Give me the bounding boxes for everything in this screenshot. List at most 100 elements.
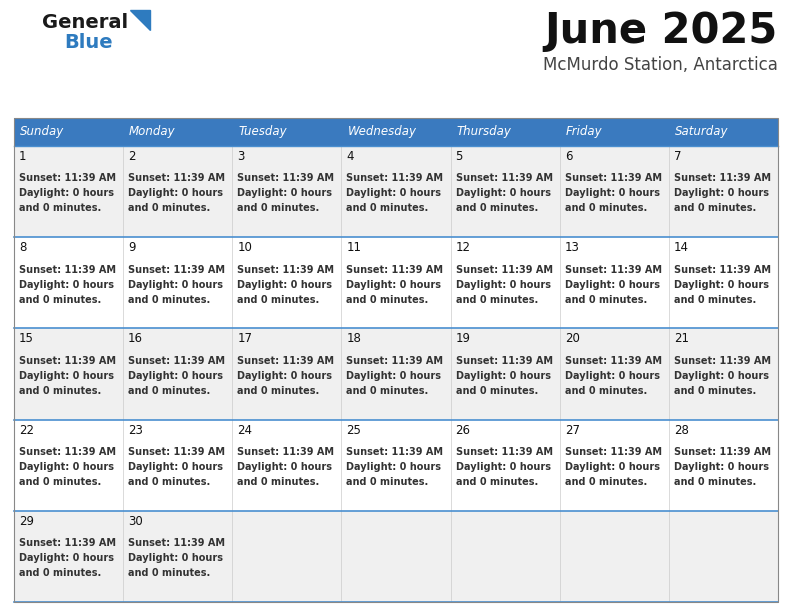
Text: Monday: Monday <box>129 125 176 138</box>
Text: Daylight: 0 hours: Daylight: 0 hours <box>565 188 660 198</box>
Text: Sunset: 11:39 AM: Sunset: 11:39 AM <box>238 447 334 457</box>
Text: Daylight: 0 hours: Daylight: 0 hours <box>346 462 441 472</box>
Text: and 0 minutes.: and 0 minutes. <box>565 477 647 487</box>
Text: General: General <box>42 13 128 32</box>
Text: and 0 minutes.: and 0 minutes. <box>455 386 538 396</box>
Text: and 0 minutes.: and 0 minutes. <box>455 477 538 487</box>
Bar <box>123 420 232 511</box>
Bar <box>341 237 451 329</box>
Text: Sunset: 11:39 AM: Sunset: 11:39 AM <box>19 447 116 457</box>
Bar <box>451 329 560 420</box>
Bar <box>232 420 341 511</box>
Text: Blue: Blue <box>64 33 112 52</box>
Text: Tuesday: Tuesday <box>238 125 287 138</box>
Text: Saturday: Saturday <box>675 125 729 138</box>
Text: Friday: Friday <box>565 125 603 138</box>
Bar <box>560 146 669 237</box>
Text: and 0 minutes.: and 0 minutes. <box>346 477 428 487</box>
Text: Sunset: 11:39 AM: Sunset: 11:39 AM <box>128 173 225 184</box>
Text: Daylight: 0 hours: Daylight: 0 hours <box>19 280 114 289</box>
Text: and 0 minutes.: and 0 minutes. <box>238 386 319 396</box>
Text: Daylight: 0 hours: Daylight: 0 hours <box>238 188 333 198</box>
Text: and 0 minutes.: and 0 minutes. <box>128 203 211 214</box>
Text: and 0 minutes.: and 0 minutes. <box>19 294 101 305</box>
Text: 11: 11 <box>346 241 361 254</box>
Bar <box>232 511 341 602</box>
Text: Daylight: 0 hours: Daylight: 0 hours <box>346 280 441 289</box>
Text: Daylight: 0 hours: Daylight: 0 hours <box>128 280 223 289</box>
Bar <box>232 146 341 237</box>
Text: Daylight: 0 hours: Daylight: 0 hours <box>455 188 550 198</box>
Text: and 0 minutes.: and 0 minutes. <box>565 294 647 305</box>
Text: Sunset: 11:39 AM: Sunset: 11:39 AM <box>128 538 225 548</box>
Text: 2: 2 <box>128 150 135 163</box>
Text: Daylight: 0 hours: Daylight: 0 hours <box>128 462 223 472</box>
Text: 9: 9 <box>128 241 135 254</box>
Bar <box>14 118 778 602</box>
Text: Daylight: 0 hours: Daylight: 0 hours <box>238 371 333 381</box>
Text: Sunset: 11:39 AM: Sunset: 11:39 AM <box>455 264 553 275</box>
Text: Sunset: 11:39 AM: Sunset: 11:39 AM <box>565 173 661 184</box>
Text: 16: 16 <box>128 332 143 345</box>
Text: Sunset: 11:39 AM: Sunset: 11:39 AM <box>674 173 771 184</box>
Text: Daylight: 0 hours: Daylight: 0 hours <box>565 462 660 472</box>
Text: 20: 20 <box>565 332 580 345</box>
Text: and 0 minutes.: and 0 minutes. <box>346 386 428 396</box>
Text: and 0 minutes.: and 0 minutes. <box>128 477 211 487</box>
Bar <box>14 420 123 511</box>
Text: and 0 minutes.: and 0 minutes. <box>128 294 211 305</box>
Text: Thursday: Thursday <box>456 125 512 138</box>
Text: Sunset: 11:39 AM: Sunset: 11:39 AM <box>346 173 444 184</box>
Text: Daylight: 0 hours: Daylight: 0 hours <box>346 188 441 198</box>
Bar <box>14 511 123 602</box>
Text: and 0 minutes.: and 0 minutes. <box>565 386 647 396</box>
Bar <box>341 329 451 420</box>
Text: and 0 minutes.: and 0 minutes. <box>674 203 756 214</box>
Text: and 0 minutes.: and 0 minutes. <box>128 569 211 578</box>
Text: Sunset: 11:39 AM: Sunset: 11:39 AM <box>346 447 444 457</box>
Text: Daylight: 0 hours: Daylight: 0 hours <box>128 371 223 381</box>
Text: Daylight: 0 hours: Daylight: 0 hours <box>455 280 550 289</box>
Text: Daylight: 0 hours: Daylight: 0 hours <box>565 280 660 289</box>
Bar <box>669 329 778 420</box>
Text: Wednesday: Wednesday <box>348 125 417 138</box>
Bar <box>451 511 560 602</box>
Text: Daylight: 0 hours: Daylight: 0 hours <box>565 371 660 381</box>
Text: Daylight: 0 hours: Daylight: 0 hours <box>19 553 114 563</box>
Polygon shape <box>130 10 150 30</box>
Bar <box>123 146 232 237</box>
Text: and 0 minutes.: and 0 minutes. <box>238 203 319 214</box>
Text: Daylight: 0 hours: Daylight: 0 hours <box>238 280 333 289</box>
Bar <box>560 329 669 420</box>
Text: Daylight: 0 hours: Daylight: 0 hours <box>128 188 223 198</box>
Text: 15: 15 <box>19 332 34 345</box>
Text: 24: 24 <box>238 424 253 436</box>
Text: June 2025: June 2025 <box>545 10 778 52</box>
Text: Daylight: 0 hours: Daylight: 0 hours <box>128 553 223 563</box>
Bar <box>560 420 669 511</box>
Bar <box>669 420 778 511</box>
Text: Sunset: 11:39 AM: Sunset: 11:39 AM <box>455 356 553 366</box>
Text: Sunset: 11:39 AM: Sunset: 11:39 AM <box>455 173 553 184</box>
Text: Sunset: 11:39 AM: Sunset: 11:39 AM <box>19 264 116 275</box>
Bar <box>123 329 232 420</box>
Bar <box>14 118 778 146</box>
Text: Daylight: 0 hours: Daylight: 0 hours <box>455 371 550 381</box>
Text: 27: 27 <box>565 424 580 436</box>
Text: and 0 minutes.: and 0 minutes. <box>238 294 319 305</box>
Bar <box>14 237 123 329</box>
Text: 6: 6 <box>565 150 572 163</box>
Text: 21: 21 <box>674 332 689 345</box>
Bar <box>232 237 341 329</box>
Text: Sunset: 11:39 AM: Sunset: 11:39 AM <box>238 356 334 366</box>
Text: Sunset: 11:39 AM: Sunset: 11:39 AM <box>674 264 771 275</box>
Bar <box>451 146 560 237</box>
Text: and 0 minutes.: and 0 minutes. <box>346 203 428 214</box>
Text: Sunset: 11:39 AM: Sunset: 11:39 AM <box>565 447 661 457</box>
Text: and 0 minutes.: and 0 minutes. <box>19 477 101 487</box>
Text: and 0 minutes.: and 0 minutes. <box>674 386 756 396</box>
Text: 19: 19 <box>455 332 470 345</box>
Bar <box>341 511 451 602</box>
Text: and 0 minutes.: and 0 minutes. <box>19 386 101 396</box>
Text: Sunset: 11:39 AM: Sunset: 11:39 AM <box>128 356 225 366</box>
